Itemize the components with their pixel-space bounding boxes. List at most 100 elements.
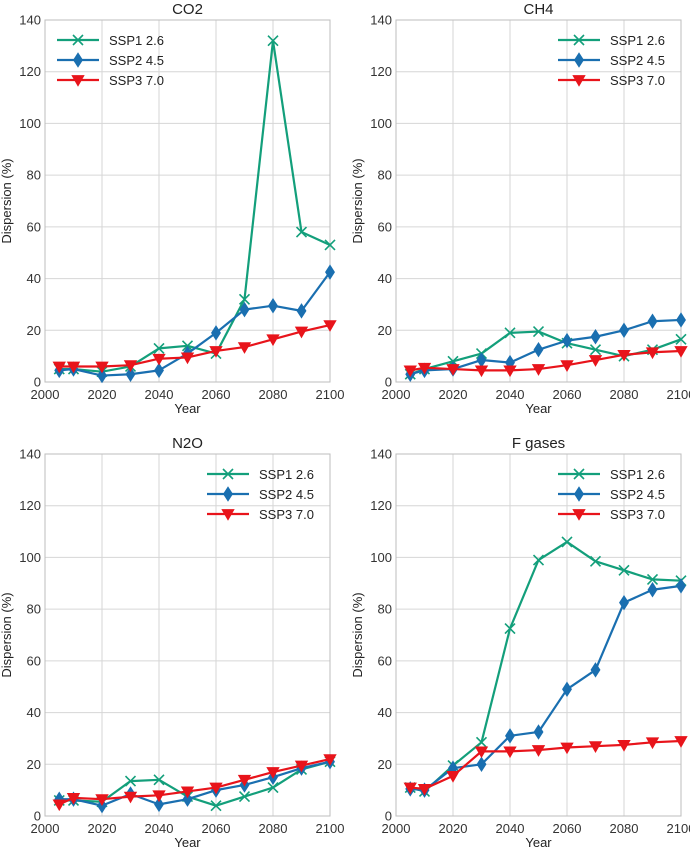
data-point [125, 366, 136, 382]
legend-co2: SSP1 2.6 SSP2 4.5 SSP3 7.0 [57, 33, 164, 88]
y-tick-label: 80 [27, 602, 41, 617]
y-tick-label: 20 [27, 757, 41, 772]
data-point [211, 325, 221, 341]
legend-label: SSP3 7.0 [610, 73, 665, 88]
data-point [209, 782, 223, 795]
data-point [676, 578, 686, 594]
x-tick-label: 2040 [496, 821, 525, 836]
y-tick-label: 40 [27, 705, 41, 720]
y-axis-label: Dispersion (%) [0, 592, 14, 677]
x-tick-label: 2100 [667, 387, 690, 402]
legend-marker [221, 509, 235, 521]
legend-label: SSP3 7.0 [109, 73, 164, 88]
y-tick-label: 40 [378, 271, 392, 286]
data-point [474, 365, 489, 378]
series-f-gases-3 [403, 736, 688, 796]
x-tick-label: 2000 [31, 821, 60, 836]
data-point [266, 767, 280, 779]
x-tick-label: 2080 [259, 387, 288, 402]
data-point [589, 344, 602, 356]
data-point [505, 728, 515, 744]
data-point [504, 622, 516, 635]
y-tick-label: 40 [378, 705, 392, 720]
legend-marker [574, 486, 584, 502]
legend-marker [572, 509, 586, 521]
data-point [532, 326, 545, 338]
data-point [646, 573, 659, 585]
series-f-gases-2 [405, 578, 686, 798]
y-axis-label: Dispersion (%) [0, 158, 14, 243]
data-point [417, 362, 432, 375]
data-point [267, 35, 279, 47]
legend-label: SSP2 4.5 [610, 53, 665, 68]
legend-marker [71, 75, 85, 87]
data-point [52, 799, 66, 812]
legend-label: SSP1 2.6 [610, 33, 665, 48]
chart-title-co2: CO2 [172, 1, 203, 18]
y-tick-label: 60 [27, 653, 41, 668]
y-tick-label: 0 [34, 375, 41, 390]
y-tick-label: 120 [370, 498, 392, 513]
series-n2o-3 [52, 754, 337, 812]
y-axis-label: Dispersion (%) [350, 592, 365, 677]
x-tick-label: 2000 [382, 387, 411, 402]
data-point [446, 364, 460, 376]
data-point [503, 746, 517, 759]
data-point [588, 741, 603, 753]
y-tick-label: 100 [370, 116, 392, 131]
data-point [154, 796, 164, 813]
data-point [180, 352, 195, 365]
chart-title-f-gases: F gases [512, 435, 565, 452]
legend-marker [72, 34, 84, 46]
x-axis-label: Year [174, 835, 201, 850]
data-point [268, 297, 278, 314]
data-point [533, 724, 544, 740]
data-point [154, 362, 164, 379]
legend-ch4: SSP1 2.6 SSP2 4.5 SSP3 7.0 [558, 33, 665, 88]
data-point [647, 313, 658, 329]
x-tick-label: 2040 [496, 387, 525, 402]
data-point [532, 554, 545, 566]
y-tick-label: 40 [27, 271, 41, 286]
data-point [152, 790, 166, 803]
legend-label: SSP1 2.6 [259, 467, 314, 482]
data-point [560, 742, 574, 755]
data-point [323, 754, 337, 766]
data-point [123, 791, 138, 804]
legend-marker [222, 468, 234, 480]
legend-label: SSP1 2.6 [610, 467, 665, 482]
x-tick-label: 2060 [202, 387, 231, 402]
legend-marker [573, 468, 585, 480]
legend-label: SSP2 4.5 [259, 487, 314, 502]
plot-frame-ch4 [395, 19, 682, 383]
y-tick-label: 60 [27, 219, 41, 234]
data-point [446, 771, 460, 783]
data-point [403, 782, 417, 795]
data-point [66, 793, 81, 805]
data-point [123, 360, 138, 372]
data-point [239, 301, 250, 318]
y-tick-label: 0 [385, 375, 392, 390]
data-point [533, 341, 544, 358]
y-tick-label: 80 [378, 168, 392, 183]
x-tick-label: 2040 [145, 387, 174, 402]
data-point [237, 774, 252, 787]
data-point [267, 781, 279, 794]
series-line [410, 584, 682, 792]
data-point [590, 329, 601, 345]
y-tick-label: 60 [378, 653, 392, 668]
y-tick-label: 120 [370, 64, 392, 79]
x-tick-label: 2020 [88, 387, 117, 402]
chart-title-n2o: N2O [172, 435, 203, 452]
y-tick-label: 80 [378, 602, 392, 617]
series-line [59, 271, 331, 377]
data-point [676, 312, 686, 328]
x-tick-label: 2060 [202, 821, 231, 836]
series-n2o-1 [53, 756, 336, 812]
data-point [238, 293, 251, 305]
data-point [617, 739, 631, 752]
series-co2-1 [53, 35, 336, 378]
legend-marker [572, 75, 586, 87]
data-point [503, 365, 517, 378]
data-point [476, 756, 487, 773]
